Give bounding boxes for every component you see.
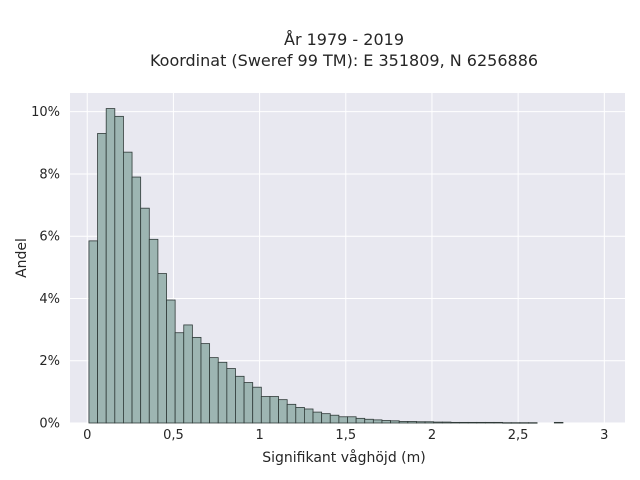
histogram-bar [407,421,417,424]
histogram-bar [553,421,564,424]
histogram-bar [347,416,357,424]
x-tick-label: 1 [255,428,263,443]
histogram-bar [252,386,262,424]
histogram-bar [209,357,219,424]
histogram-bar [105,108,116,424]
histogram-bar [286,403,297,424]
histogram-bar [235,375,245,424]
histogram-bar [226,368,236,424]
histogram-bar [278,399,288,424]
histogram-bar [243,382,254,424]
histogram-bar [312,411,323,424]
histogram-bar [528,422,538,424]
histogram-bar [200,343,211,424]
histogram-bar [364,418,374,424]
histogram-bar [433,421,443,424]
histogram-bar [140,207,150,424]
y-tick-label: 6% [39,230,60,245]
axis-ticks: 0 0,5 1 1,5 2 2,5 3 0% 2% 4% 6% 8% 10% [31,105,608,443]
histogram-bar [329,414,340,424]
histogram-bar [114,115,124,424]
histogram-bar [88,240,98,424]
histogram-bar [476,421,486,424]
histogram-bar [148,238,159,424]
histogram-bar [97,133,107,424]
x-tick-label: 2 [428,428,436,443]
histogram-bars [88,108,564,424]
histogram-bar [450,421,460,424]
histogram-bar [355,417,366,424]
histogram-bar [398,421,409,424]
histogram-bar [467,421,478,424]
x-tick-label: 3 [600,428,608,443]
histogram-bar [260,396,271,424]
histogram-bar [519,422,529,424]
histogram-bar [338,416,348,424]
histogram-bar [304,408,314,424]
histogram-bar [502,422,512,424]
histogram-bar [441,421,452,424]
histogram-bar [416,421,426,424]
histogram-bar [295,407,305,424]
histogram-bar [166,299,176,424]
y-tick-label: 2% [39,354,60,369]
x-tick-label: 0 [83,428,91,443]
histogram-bar [321,413,331,424]
histogram-bar [459,421,469,424]
y-tick-label: 10% [31,105,60,120]
histogram-bar [493,421,504,424]
histogram-bar [174,332,185,424]
histogram-bar [157,273,167,424]
histogram-bar [191,336,202,424]
histogram-bar [131,176,142,424]
histogram-bar [372,419,383,424]
y-tick-label: 0% [39,417,60,432]
x-axis-label: Signifikant våghöjd (m) [262,449,425,466]
histogram-bar [217,361,228,424]
y-tick-label: 8% [39,167,60,182]
y-axis-label: Andel [14,238,30,278]
x-tick-label: 1,5 [335,428,356,443]
histogram-bar [269,396,279,424]
chart-title-line-2: Koordinat (Sweref 99 TM): E 351809, N 62… [150,51,538,70]
histogram-bar [381,420,391,424]
histogram-bar [123,151,133,424]
histogram-bar [484,421,495,424]
histogram-bar [510,422,521,424]
chart-title-line-1: År 1979 - 2019 [284,30,404,49]
histogram-bar [183,324,193,424]
histogram-bar [390,420,400,424]
histogram-bar [424,421,435,424]
x-tick-label: 0,5 [163,428,184,443]
x-tick-label: 2,5 [508,428,529,443]
y-tick-label: 4% [39,292,60,307]
